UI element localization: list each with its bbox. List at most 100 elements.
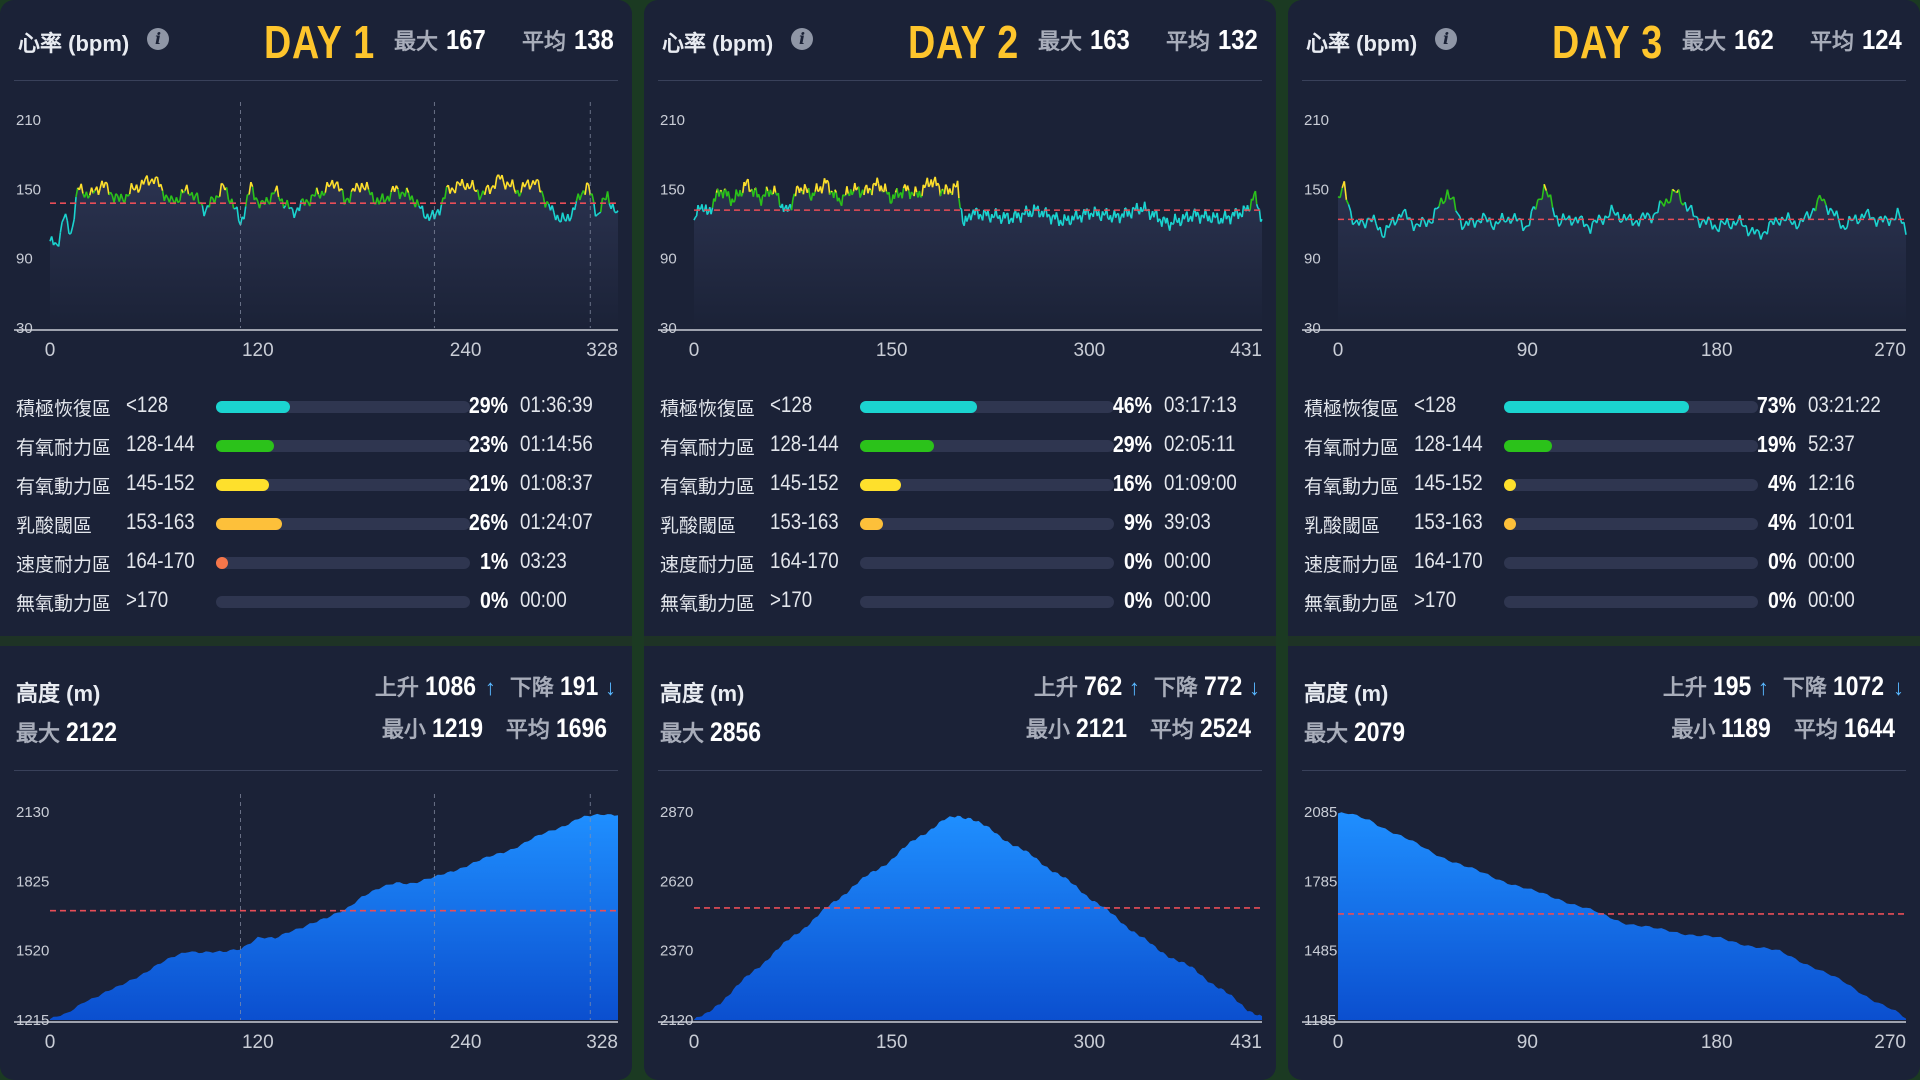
hr-line-segment (354, 182, 358, 192)
y-tick-label: 210 (660, 112, 685, 129)
x-tick-label: 240 (450, 340, 482, 361)
hr-line-segment (1446, 189, 1451, 200)
y-tick-label: 2620 (660, 873, 693, 890)
hr-line-segment (591, 193, 595, 203)
hr-line-segment (1726, 218, 1731, 227)
hr-line-segment (130, 182, 134, 190)
hr-line-segment (501, 174, 505, 183)
hr-line-segment (1823, 198, 1827, 206)
hr-line-segment (449, 187, 453, 194)
hr-line-segment (803, 183, 807, 189)
zone-percent: 4% (1767, 470, 1796, 496)
hr-line-segment (80, 183, 84, 194)
zone-row: 有氧動力區 145-152 16% 01:09:00 (660, 470, 1260, 500)
hr-line-segment (701, 204, 704, 212)
hr-line-segment (416, 199, 420, 207)
hr-line-segment (127, 193, 131, 197)
hr-line-segment (584, 182, 588, 195)
hr-line-segment (1442, 200, 1446, 205)
hr-line-segment (456, 180, 460, 184)
hr-line-segment (1638, 216, 1642, 227)
zone-bar-track (216, 557, 470, 569)
hr-line-segment (1103, 213, 1106, 216)
hr-line-segment (1187, 218, 1191, 223)
descent-label: 下降 (509, 675, 554, 700)
hr-line-segment (66, 220, 70, 234)
y-tick-label: 210 (16, 112, 41, 129)
hr-header: 心率 (bpm) i DAY 2 最大 163 平均 132 (662, 14, 1260, 70)
hr-line-segment (1404, 208, 1409, 220)
hr-line-segment (139, 179, 143, 190)
zone-percent: 21% (468, 470, 508, 496)
hr-line-segment (1745, 225, 1749, 237)
y-tick-label: 90 (1304, 251, 1321, 268)
hr-line-segment (773, 185, 777, 193)
hr-line-segment (1118, 216, 1122, 224)
hr-line-segment (1030, 214, 1034, 218)
zone-time: 39:03 (1164, 509, 1211, 534)
x-tick-label: 0 (689, 340, 700, 361)
hr-line-segment (546, 200, 550, 205)
hr-line-segment (1020, 212, 1023, 223)
hr-line-segment (1438, 197, 1442, 207)
zone-percent: 0% (1123, 587, 1152, 613)
zone-range: <128 (1414, 392, 1457, 417)
hr-line-segment (710, 207, 714, 215)
hr-line-segment (749, 190, 752, 193)
day-label: DAY 2 (908, 16, 1020, 68)
y-tick-label: 150 (16, 181, 41, 198)
zone-bar-fill (216, 401, 290, 413)
info-icon[interactable]: i (791, 28, 813, 50)
hr-line-segment (602, 197, 605, 200)
hr-line-segment (614, 210, 617, 214)
hr-line-segment (1212, 212, 1216, 218)
zone-bar-track (1504, 557, 1758, 569)
hr-line-segment (815, 183, 819, 192)
zone-time: 01:09:00 (1164, 470, 1237, 495)
altitude-avg-label: 平均 (505, 717, 550, 742)
hr-line-segment (859, 193, 863, 198)
altitude-chart: 2870 2620 2370 2120 0 150 300 431 (658, 804, 1262, 1053)
zone-range: 164-170 (1414, 548, 1483, 573)
zone-time: 01:14:56 (520, 431, 593, 456)
hr-line-segment (248, 181, 252, 195)
hr-line-segment (752, 189, 756, 197)
zone-bar-track (860, 401, 1114, 413)
hr-line-segment (1132, 206, 1135, 210)
zone-row: 積極恢復區 <128 73% 03:21:22 (1304, 392, 1904, 422)
hr-line-segment (1835, 210, 1840, 221)
hr-line-segment (834, 189, 838, 193)
zone-range: 145-152 (770, 470, 839, 495)
altitude-avg-stat: 平均 1696 (506, 712, 616, 744)
hr-line-segment (1349, 210, 1354, 225)
ascent-value: 195 (1712, 671, 1752, 701)
x-tick-label: 0 (45, 1032, 56, 1053)
hr-line-segment (520, 182, 524, 193)
info-icon[interactable]: i (147, 28, 169, 50)
hr-line-segment (1659, 200, 1663, 204)
hr-line-segment (146, 175, 150, 186)
info-icon[interactable]: i (1435, 28, 1457, 50)
hr-line-segment (719, 189, 723, 193)
hr-line-segment (890, 202, 893, 205)
hr-line-segment (1149, 216, 1153, 221)
x-tick-label: 431 (1230, 1032, 1262, 1053)
hr-line-segment (893, 192, 897, 200)
hr-line-segment (1730, 220, 1735, 230)
hr-line-segment (1894, 207, 1899, 220)
hr-avg-value: 124 (1862, 24, 1902, 55)
hr-line-segment (1558, 222, 1562, 227)
hr-line-segment (73, 197, 77, 220)
hr-line-segment (1503, 220, 1507, 223)
x-tick-label: 270 (1874, 1032, 1906, 1053)
zone-bar-track (860, 479, 1114, 491)
hr-line-segment (901, 187, 905, 199)
hr-line-segment (1705, 216, 1710, 225)
hr-line-segment (1391, 216, 1396, 226)
hr-line-segment (1186, 211, 1189, 222)
hr-line-segment (794, 186, 798, 197)
hr-line-segment (489, 187, 493, 195)
hr-line-segment (1543, 183, 1548, 191)
zone-time: 00:00 (1808, 548, 1855, 573)
hr-line-segment (934, 176, 938, 187)
